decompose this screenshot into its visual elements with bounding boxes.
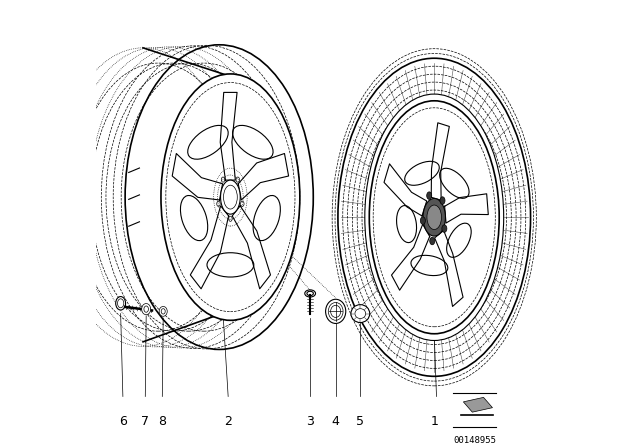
Text: 1: 1 — [430, 414, 438, 428]
Text: 3: 3 — [306, 414, 314, 428]
Text: 8: 8 — [158, 414, 166, 428]
Ellipse shape — [440, 197, 445, 204]
Polygon shape — [172, 154, 223, 200]
Ellipse shape — [331, 306, 340, 318]
Text: 5: 5 — [356, 414, 364, 428]
Text: 2: 2 — [224, 414, 232, 428]
Text: 4: 4 — [332, 414, 340, 428]
Ellipse shape — [326, 299, 346, 323]
Polygon shape — [431, 123, 449, 200]
Polygon shape — [445, 194, 488, 223]
Ellipse shape — [355, 309, 365, 319]
Polygon shape — [463, 397, 493, 412]
Ellipse shape — [141, 304, 150, 314]
Text: 6: 6 — [119, 414, 127, 428]
Ellipse shape — [116, 297, 125, 310]
Polygon shape — [232, 206, 271, 289]
Ellipse shape — [338, 58, 531, 376]
Ellipse shape — [427, 192, 432, 199]
Ellipse shape — [420, 217, 426, 224]
Polygon shape — [238, 154, 289, 200]
Ellipse shape — [307, 291, 314, 296]
Polygon shape — [392, 224, 429, 290]
Ellipse shape — [369, 101, 499, 334]
Ellipse shape — [365, 94, 504, 340]
Ellipse shape — [328, 302, 343, 320]
Ellipse shape — [423, 198, 445, 236]
Ellipse shape — [429, 237, 435, 245]
Text: 00148955: 00148955 — [453, 435, 496, 445]
Polygon shape — [435, 230, 463, 306]
Ellipse shape — [159, 306, 167, 316]
Text: 7: 7 — [141, 414, 149, 428]
Polygon shape — [220, 92, 237, 180]
Polygon shape — [190, 206, 228, 289]
Polygon shape — [384, 164, 427, 216]
Ellipse shape — [427, 205, 442, 229]
Ellipse shape — [351, 305, 370, 323]
Ellipse shape — [221, 180, 240, 214]
Ellipse shape — [442, 225, 447, 233]
Ellipse shape — [161, 74, 300, 320]
